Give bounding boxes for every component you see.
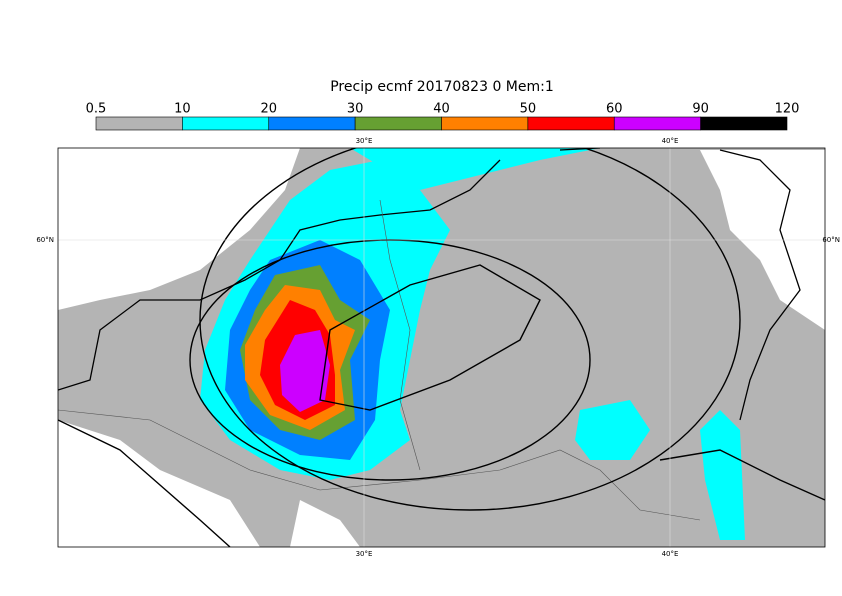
isobar <box>319 264 541 411</box>
dry-area <box>58 148 300 310</box>
colorbar-segment <box>441 116 529 131</box>
lat-label: 60°N <box>36 236 54 244</box>
colorbar-tick-label: 0.5 <box>86 102 107 117</box>
lon-label: 30°E <box>356 550 373 558</box>
colorbar-tick-label: 30 <box>347 102 364 117</box>
colorbar-segment <box>527 116 615 131</box>
colorbar-tick-label: 10 <box>174 102 191 117</box>
colorbar-segment <box>268 116 356 131</box>
isobar <box>199 148 741 511</box>
lon-label: 40°E <box>662 550 679 558</box>
colorbar-segment <box>95 116 183 131</box>
colorbar-tick-label: 60 <box>606 102 623 117</box>
colorbar-segment <box>182 116 270 131</box>
colorbar-tick-label: 40 <box>433 102 450 117</box>
colorbar-segment <box>354 116 442 131</box>
precip-10 <box>575 400 650 460</box>
lon-label: 40°E <box>662 137 679 145</box>
isobar <box>58 419 825 547</box>
colorbar-tick-label: 20 <box>260 102 277 117</box>
colorbar-tick-label: 120 <box>775 102 800 117</box>
precip-10 <box>700 410 745 540</box>
map-frame <box>57 147 826 548</box>
colorbar-tick-label: 90 <box>692 102 709 117</box>
map-title: Precip ecmf 20170823 0 Mem:1 <box>330 79 554 95</box>
colorbar-segment <box>700 116 788 131</box>
precip-60 <box>280 330 330 412</box>
dry-area <box>290 500 360 547</box>
map-area <box>58 148 825 547</box>
lon-label: 30°E <box>356 137 373 145</box>
colorbar-tick-label: 50 <box>520 102 537 117</box>
colorbar: 0.5 10 20 30 40 50 60 90 120 <box>86 102 800 131</box>
lat-label: 60°N <box>822 236 840 244</box>
colorbar-segment <box>613 116 701 131</box>
precip-10 <box>350 148 600 190</box>
